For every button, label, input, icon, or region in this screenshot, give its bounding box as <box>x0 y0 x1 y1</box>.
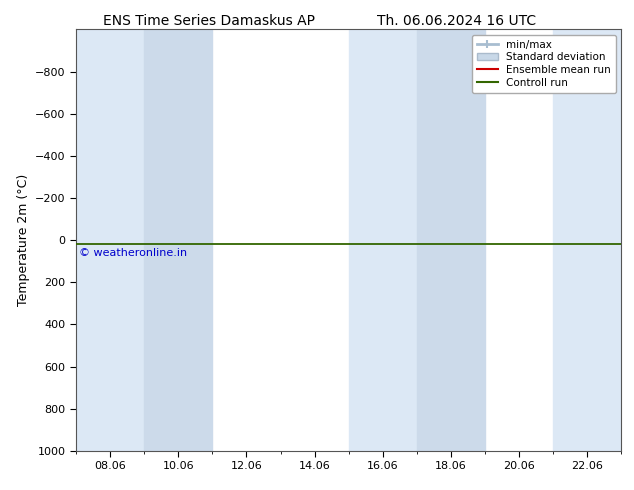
Bar <box>76 29 144 451</box>
Bar <box>553 29 621 451</box>
Text: © weatheronline.in: © weatheronline.in <box>79 248 188 258</box>
Y-axis label: Temperature 2m (°C): Temperature 2m (°C) <box>16 174 30 306</box>
Bar <box>144 29 212 451</box>
Bar <box>417 29 485 451</box>
Text: ENS Time Series Damaskus AP: ENS Time Series Damaskus AP <box>103 14 315 28</box>
Bar <box>349 29 417 451</box>
Legend: min/max, Standard deviation, Ensemble mean run, Controll run: min/max, Standard deviation, Ensemble me… <box>472 35 616 93</box>
Text: Th. 06.06.2024 16 UTC: Th. 06.06.2024 16 UTC <box>377 14 536 28</box>
